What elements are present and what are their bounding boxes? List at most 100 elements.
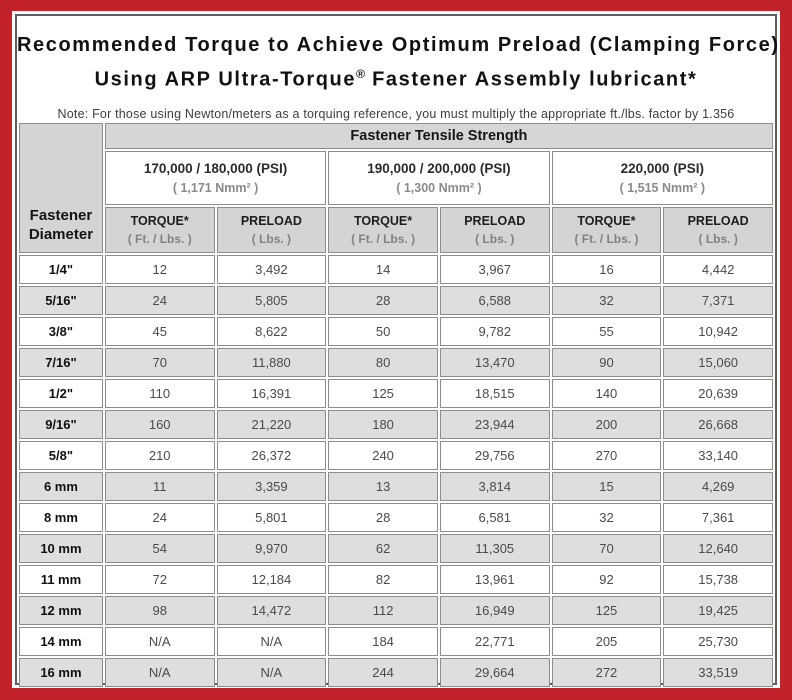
tensile-strength-header: Fastener Tensile Strength	[104, 122, 773, 149]
title-line2-text-b: Fastener Assembly lubricant*	[364, 68, 698, 91]
value-cell: 62	[328, 533, 438, 563]
value-cell: N/A	[216, 626, 327, 656]
value-cell: 33,519	[663, 657, 773, 687]
value-cell: 28	[328, 502, 438, 532]
value-cell: 240	[328, 440, 438, 470]
preload-label: PRELOAD	[240, 213, 302, 228]
value-cell: 21,220	[216, 409, 327, 439]
table-row: 14 mm N/A N/A 184 22,771 205 25,730	[19, 626, 773, 656]
table-row: 1/4" 12 3,492 14 3,967 16 4,442	[19, 254, 773, 284]
value-cell: 23,944	[439, 409, 550, 439]
preload-column-header: PRELOAD ( Lbs. )	[663, 206, 773, 253]
torque-label: TORQUE*	[577, 213, 636, 228]
value-cell: 19,425	[663, 595, 773, 625]
torque-units: ( Ft. / Lbs. )	[127, 231, 192, 246]
torque-label: TORQUE*	[130, 213, 189, 228]
torque-column-header: TORQUE* ( Ft. / Lbs. )	[104, 206, 215, 253]
preload-units: ( Lbs. )	[251, 231, 292, 246]
value-cell: 12	[104, 254, 215, 284]
value-cell: N/A	[104, 657, 215, 687]
value-cell: 5,801	[216, 502, 327, 532]
diameter-cell: 10 mm	[19, 533, 103, 563]
value-cell: 14	[328, 254, 438, 284]
psi-label: 190,000 / 200,000 (PSI)	[367, 160, 511, 176]
value-cell: 272	[551, 657, 662, 687]
value-cell: 32	[551, 502, 662, 532]
value-cell: 11,305	[439, 533, 550, 563]
value-cell: 18,515	[439, 378, 550, 408]
value-cell: 98	[104, 595, 215, 625]
value-cell: 16,949	[439, 595, 550, 625]
page-title-line2: Using ARP Ultra-Torque® Fastener Assembl…	[17, 60, 775, 95]
preload-column-header: PRELOAD ( Lbs. )	[216, 206, 327, 253]
value-cell: 26,668	[663, 409, 773, 439]
nmm-label: ( 1,300 Nmm² )	[396, 180, 482, 195]
value-cell: 29,664	[439, 657, 550, 687]
diameter-cell: 6 mm	[19, 471, 103, 501]
preload-column-header: PRELOAD ( Lbs. )	[439, 206, 550, 253]
value-cell: 7,371	[663, 285, 773, 315]
value-cell: 25,730	[663, 626, 773, 656]
value-cell: 9,970	[216, 533, 327, 563]
value-cell: N/A	[104, 626, 215, 656]
table-row: 5/16" 24 5,805 28 6,588 32 7,371	[19, 285, 773, 315]
value-cell: 82	[328, 564, 438, 594]
table-row: 8 mm 24 5,801 28 6,581 32 7,361	[19, 502, 773, 532]
value-cell: 3,492	[216, 254, 327, 284]
value-cell: 6,581	[439, 502, 550, 532]
title-line2-text-a: Using ARP Ultra-Torque	[94, 68, 357, 91]
table-row: 10 mm 54 9,970 62 11,305 70 12,640	[19, 533, 773, 563]
diameter-cell: 5/8"	[19, 440, 103, 470]
value-cell: 16	[551, 254, 662, 284]
table-row: 3/8" 45 8,622 50 9,782 55 10,942	[19, 316, 773, 346]
value-cell: 12,184	[216, 564, 327, 594]
value-cell: 205	[551, 626, 662, 656]
value-cell: 7,361	[663, 502, 773, 532]
diameter-cell: 1/4"	[19, 254, 103, 284]
diameter-cell: 5/16"	[19, 285, 103, 315]
value-cell: 12,640	[663, 533, 773, 563]
diameter-cell: 9/16"	[19, 409, 103, 439]
note-text: Note: For those using Newton/meters as a…	[57, 106, 735, 121]
psi-group-220: 220,000 (PSI) ( 1,515 Nmm² )	[551, 150, 773, 205]
diameter-cell: 16 mm	[19, 657, 103, 687]
value-cell: 29,756	[439, 440, 550, 470]
value-cell: 72	[104, 564, 215, 594]
psi-group-170-180: 170,000 / 180,000 (PSI) ( 1,171 Nmm² )	[104, 150, 327, 205]
value-cell: 80	[328, 347, 438, 377]
value-cell: 125	[328, 378, 438, 408]
torque-column-header: TORQUE* ( Ft. / Lbs. )	[551, 206, 662, 253]
value-cell: 270	[551, 440, 662, 470]
value-cell: 210	[104, 440, 215, 470]
table-row: 7/16" 70 11,880 80 13,470 90 15,060	[19, 347, 773, 377]
value-cell: 14,472	[216, 595, 327, 625]
torque-label: TORQUE*	[354, 213, 413, 228]
table-row: 6 mm 11 3,359 13 3,814 15 4,269	[19, 471, 773, 501]
tensile-strength-row: Fastener Diameter Fastener Tensile Stren…	[19, 122, 773, 253]
table-row: 1/2" 110 16,391 125 18,515 140 20,639	[19, 378, 773, 408]
value-cell: 13	[328, 471, 438, 501]
psi-label: 220,000 (PSI)	[620, 160, 704, 176]
diameter-cell: 8 mm	[19, 502, 103, 532]
value-cell: 200	[551, 409, 662, 439]
value-cell: 90	[551, 347, 662, 377]
table-row: 16 mm N/A N/A 244 29,664 272 33,519	[19, 657, 773, 687]
value-cell: 28	[328, 285, 438, 315]
value-cell: 110	[104, 378, 215, 408]
value-cell: 8,622	[216, 316, 327, 346]
value-cell: 160	[104, 409, 215, 439]
diameter-cell: 7/16"	[19, 347, 103, 377]
value-cell: 125	[551, 595, 662, 625]
page-title-line1: Recommended Torque to Achieve Optimum Pr…	[17, 34, 780, 56]
table-row: 5/8" 210 26,372 240 29,756 270 33,140	[19, 440, 773, 470]
value-cell: 70	[551, 533, 662, 563]
preload-units: ( Lbs. )	[698, 231, 738, 246]
table-row: 9/16" 160 21,220 180 23,944 200 26,668	[19, 409, 773, 439]
value-cell: 5,805	[216, 285, 327, 315]
value-cell: 4,269	[663, 471, 773, 501]
value-cell: 32	[551, 285, 662, 315]
value-cell: 6,588	[439, 285, 550, 315]
value-cell: 15	[551, 471, 662, 501]
value-cell: 3,359	[216, 471, 327, 501]
